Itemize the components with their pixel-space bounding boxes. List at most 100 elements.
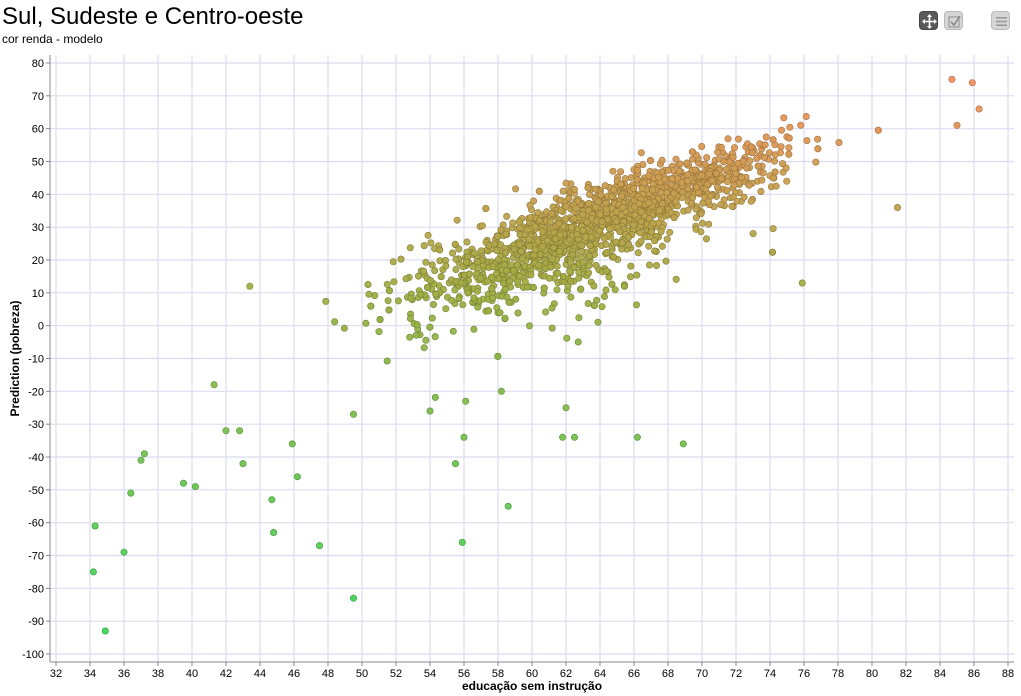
y-tick-label: 60 bbox=[32, 124, 44, 136]
scatter-point bbox=[488, 273, 496, 281]
scatter-point bbox=[668, 175, 676, 183]
scatter-point bbox=[592, 261, 600, 269]
scatter-point bbox=[448, 296, 456, 304]
scatter-point bbox=[633, 271, 641, 279]
y-tick-label: 70 bbox=[32, 91, 44, 103]
scatter-point bbox=[288, 440, 296, 448]
scatter-point bbox=[578, 248, 586, 256]
scatter-point bbox=[548, 210, 556, 218]
scatter-point bbox=[591, 185, 599, 193]
scatter-point bbox=[602, 240, 610, 248]
scatter-point bbox=[627, 262, 635, 270]
scatter-point bbox=[543, 237, 551, 245]
scatter-point bbox=[531, 246, 539, 254]
scatter-point bbox=[785, 134, 793, 142]
scatter-point bbox=[137, 456, 145, 464]
scatter-point bbox=[562, 179, 570, 187]
scatter-point bbox=[424, 231, 432, 239]
scatter-point bbox=[222, 427, 230, 435]
x-tick-label: 32 bbox=[50, 668, 62, 680]
scatter-point bbox=[449, 327, 457, 335]
y-tick-label: -60 bbox=[28, 518, 44, 530]
scatter-point bbox=[371, 292, 379, 300]
scatter-point bbox=[364, 280, 372, 288]
scatter-point bbox=[449, 249, 457, 257]
y-tick-label: 50 bbox=[32, 157, 44, 169]
scatter-point bbox=[414, 272, 422, 280]
y-tick-label: -30 bbox=[28, 419, 44, 431]
scatter-point bbox=[453, 216, 461, 224]
x-tick-label: 72 bbox=[730, 668, 742, 680]
scatter-point bbox=[484, 307, 492, 315]
scatter-point bbox=[720, 158, 728, 166]
scatter-point bbox=[559, 433, 567, 441]
scatter-point bbox=[692, 205, 700, 213]
scatter-point bbox=[459, 301, 467, 309]
menu-button[interactable] bbox=[991, 11, 1010, 30]
x-tick-label: 88 bbox=[1002, 668, 1014, 680]
scatter-point bbox=[722, 166, 730, 174]
scatter-point bbox=[460, 433, 468, 441]
scatter-point bbox=[704, 180, 712, 188]
scatter-point bbox=[798, 279, 806, 287]
box-select-button[interactable] bbox=[944, 11, 963, 30]
y-tick-label: -90 bbox=[28, 616, 44, 628]
scatter-point bbox=[612, 238, 620, 246]
scatter-point bbox=[516, 272, 524, 280]
scatter-point bbox=[562, 215, 570, 223]
scatter-point bbox=[482, 205, 490, 213]
scatter-point bbox=[268, 496, 276, 504]
scatter-point bbox=[191, 483, 199, 491]
scatter-point bbox=[672, 155, 680, 163]
scatter-point bbox=[975, 105, 983, 113]
scatter-point bbox=[683, 171, 691, 179]
scatter-point bbox=[703, 154, 711, 162]
chart-subtitle: cor renda - modelo bbox=[2, 32, 103, 46]
scatter-point bbox=[473, 287, 481, 295]
scatter-point bbox=[769, 225, 777, 233]
scatter-point bbox=[451, 240, 459, 248]
scatter-point bbox=[426, 407, 434, 415]
scatter-point bbox=[91, 522, 99, 530]
scatter-point bbox=[769, 136, 777, 144]
scatter-point bbox=[734, 135, 742, 143]
scatter-point bbox=[649, 186, 657, 194]
scatter-point bbox=[720, 196, 728, 204]
y-tick-label: 20 bbox=[32, 255, 44, 267]
scatter-point bbox=[502, 249, 510, 257]
scatter-point bbox=[427, 239, 435, 247]
scatter-point bbox=[601, 182, 609, 190]
x-tick-label: 52 bbox=[390, 668, 402, 680]
x-tick-label: 58 bbox=[492, 668, 504, 680]
scatter-point bbox=[579, 227, 587, 235]
scatter-point bbox=[786, 123, 794, 131]
scatter-point bbox=[585, 262, 593, 270]
scatter-point bbox=[515, 241, 523, 249]
scatter-point bbox=[649, 219, 657, 227]
scatter-point bbox=[566, 267, 574, 275]
scatter-point bbox=[422, 258, 430, 266]
scatter-point bbox=[606, 225, 614, 233]
scatter-point bbox=[619, 203, 627, 211]
scatter-point bbox=[635, 200, 643, 208]
scatter-point bbox=[747, 143, 755, 151]
scatter-point bbox=[632, 301, 640, 309]
scatter-point bbox=[745, 181, 753, 189]
scatter-point bbox=[776, 149, 784, 157]
scatter-point bbox=[779, 160, 787, 168]
pan-button[interactable] bbox=[919, 11, 938, 30]
scatter-point bbox=[397, 255, 405, 263]
scatter-point bbox=[584, 184, 592, 192]
scatter-point bbox=[512, 185, 520, 193]
y-tick-label: -80 bbox=[28, 583, 44, 595]
scatter-point bbox=[617, 168, 625, 176]
scatter-point bbox=[423, 283, 431, 291]
scatter-point bbox=[509, 219, 517, 227]
scatter-point bbox=[605, 273, 613, 281]
scatter-point bbox=[428, 314, 436, 322]
scatter-point bbox=[383, 280, 391, 288]
scatter-point bbox=[516, 224, 524, 232]
scatter-point bbox=[555, 247, 563, 255]
scatter-point bbox=[540, 284, 548, 292]
